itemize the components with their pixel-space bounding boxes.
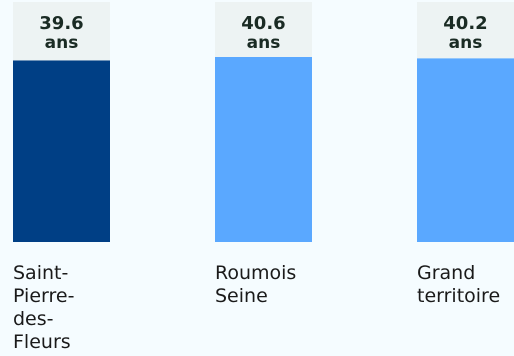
- data-label-unit-roumois-seine: ans: [247, 33, 281, 53]
- value-label-box-saint-pierre-des-fleurs: [13, 2, 110, 61]
- category-label-saint-pierre-des-fleurs: Saint- Pierre- des- Fleurs: [13, 262, 75, 353]
- data-label-unit-grand-territoire: ans: [449, 33, 483, 53]
- value-label-box-roumois-seine: [215, 2, 312, 57]
- bar-grand-territoire: [417, 58, 514, 243]
- value-label-box-grand-territoire: [417, 2, 514, 59]
- data-label-value-grand-territoire: 40.2: [443, 13, 487, 34]
- category-label-roumois-seine: Roumois Seine: [215, 262, 297, 307]
- data-label-unit-saint-pierre-des-fleurs: ans: [45, 33, 79, 53]
- data-label-value-roumois-seine: 40.6: [241, 13, 285, 34]
- bar-roumois-seine: [215, 57, 312, 242]
- data-label-value-saint-pierre-des-fleurs: 39.6: [39, 13, 83, 34]
- category-label-grand-territoire: Grand territoire: [417, 262, 501, 307]
- bar-saint-pierre-des-fleurs: [13, 60, 110, 242]
